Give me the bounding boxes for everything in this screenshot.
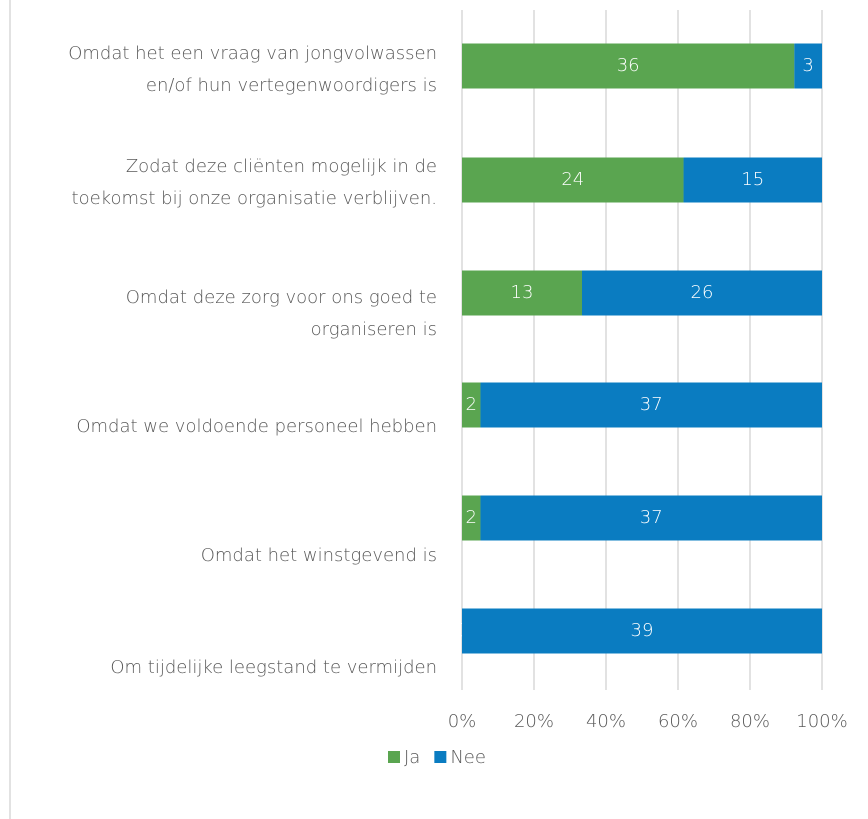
bar (462, 382, 481, 428)
bar (462, 157, 684, 203)
category-label: Omdat deze zorg voor ons goed te organise… (126, 287, 437, 340)
category-label: Omdat het een vraag van jongvolwassen en/… (68, 43, 437, 96)
x-tick-label: 20% (514, 711, 554, 732)
data-label: 24 (561, 169, 584, 190)
bar (582, 270, 822, 316)
data-label: 36 (617, 55, 640, 76)
category-label: Zodat deze cliënten mogelijk in de toekom… (72, 156, 437, 209)
bar (462, 495, 481, 541)
bar (480, 382, 822, 428)
data-label: 37 (640, 394, 663, 415)
bar (794, 43, 822, 89)
x-tick-label: 40% (586, 711, 626, 732)
data-label: 13 (511, 282, 534, 303)
data-label: 3 (802, 55, 813, 76)
data-label: 37 (640, 507, 663, 528)
legend-swatch (434, 751, 447, 763)
x-tick-label: 0% (448, 711, 477, 732)
legend-label: Ja (404, 747, 420, 768)
x-tick-label: 60% (658, 711, 698, 732)
x-tick-label: 100% (796, 711, 847, 732)
data-label: 39 (631, 620, 654, 641)
x-tick-label: 80% (730, 711, 770, 732)
data-label: 2 (466, 507, 477, 528)
legend-swatch (388, 751, 400, 763)
bar (480, 495, 822, 541)
category-label: Omdat het winstgevend is (201, 545, 437, 566)
legend-label: Nee (450, 747, 486, 768)
bar (462, 270, 582, 316)
data-label: 26 (691, 282, 714, 303)
bar (683, 157, 822, 203)
bar (462, 608, 822, 654)
data-label: 2 (466, 394, 477, 415)
category-label: Om tijdelijke leegstand te vermijden (110, 657, 437, 678)
category-label: Omdat we voldoende personeel hebben (76, 416, 437, 437)
data-label: 15 (741, 169, 764, 190)
bar (462, 43, 795, 89)
